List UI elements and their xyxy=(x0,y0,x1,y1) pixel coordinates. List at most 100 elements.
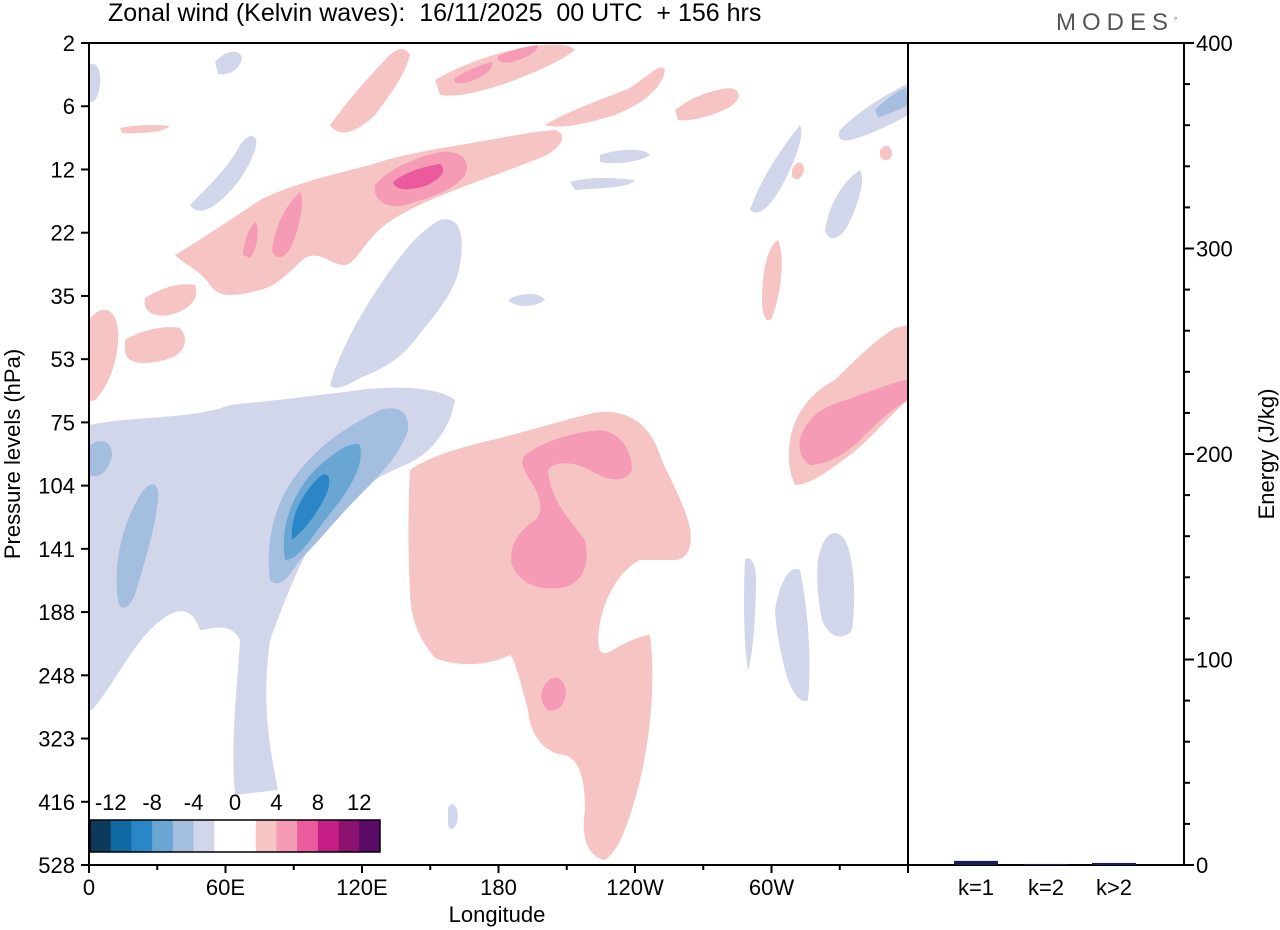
modes-logo: MODES° xyxy=(1056,8,1177,38)
colorbar-swatch xyxy=(90,820,112,852)
contour-positive-top-2-core-2 xyxy=(497,45,538,63)
colorbar-swatch xyxy=(359,820,381,852)
energy-bar xyxy=(1024,863,1068,865)
contour-negative-stalk-2 xyxy=(817,532,855,637)
colorbar-swatch xyxy=(297,820,319,852)
energy-tick-label: 400 xyxy=(1196,31,1233,56)
pressure-tick-label: 248 xyxy=(38,663,75,688)
pressure-tick-label: 2 xyxy=(63,31,75,56)
pressure-axis: 2 6 12 22 35 53 75 104 141 188 248 323 416 528 xyxy=(38,31,89,878)
colorbar-swatch xyxy=(276,820,298,852)
contour-negative-top-3 xyxy=(570,178,635,190)
colorbar-swatch xyxy=(193,820,215,852)
contour-negative-top-5 xyxy=(215,51,242,75)
pressure-tick-label: 53 xyxy=(51,347,75,372)
modes-logo-mark: ° xyxy=(1174,16,1178,25)
contour-negative-top-6 xyxy=(89,63,101,102)
longitude-tick-label: 120W xyxy=(606,875,664,900)
contour-positive-top-5 xyxy=(120,124,170,134)
energy-bars: k=1 k=2 k>2 xyxy=(954,860,1136,900)
contour-positive-top-2 xyxy=(435,44,575,96)
contour-positive-8-low xyxy=(541,677,566,711)
contour-negative-mid xyxy=(508,294,545,306)
contour-negative-stalk-1 xyxy=(775,569,810,701)
colorbar-swatch xyxy=(152,820,174,852)
colorbar-swatch xyxy=(131,820,153,852)
energy-tick-label: 300 xyxy=(1196,237,1233,262)
contour-negative-8-west xyxy=(116,484,159,608)
contour-positive-left-3 xyxy=(144,284,197,316)
contour-negative-main xyxy=(89,387,455,795)
contour-negative-top-2-core xyxy=(875,88,908,117)
energy-category-label: k=1 xyxy=(958,875,994,900)
colorbar-label: 8 xyxy=(312,790,324,815)
contour-negative-top-7 xyxy=(750,125,802,213)
pressure-tick-label: 141 xyxy=(38,537,75,562)
contour-positive-left-2 xyxy=(125,327,185,363)
colorbar-swatch xyxy=(110,820,132,852)
y-axis-label: Pressure levels (hPa) xyxy=(0,349,25,559)
contour-positive-8 xyxy=(511,430,632,589)
pressure-tick-label: 323 xyxy=(38,727,75,752)
pressure-tick-label: 35 xyxy=(51,284,75,309)
pressure-tick-label: 528 xyxy=(38,853,75,878)
contour-negative-top-8 xyxy=(825,170,863,239)
longitude-tick-label: 0 xyxy=(83,875,95,900)
contour-positive-main xyxy=(408,411,691,860)
contour-negative-8-far-west xyxy=(90,441,112,477)
contour-field xyxy=(89,44,908,860)
colorbar-swatch xyxy=(317,820,340,852)
contour-negative-16 xyxy=(291,474,330,540)
colorbar-swatch xyxy=(235,820,257,852)
contour-positive-upper-2-core xyxy=(393,164,444,190)
energy-tick-label: 200 xyxy=(1196,442,1233,467)
pressure-tick-label: 6 xyxy=(63,94,75,119)
contour-positive-top-2-core xyxy=(454,62,493,84)
colorbar-swatch xyxy=(255,820,277,852)
energy-axis-label: Energy (J/kg) xyxy=(1254,389,1279,520)
pressure-tick-label: 188 xyxy=(38,600,75,625)
pressure-tick-label: 104 xyxy=(38,474,75,499)
contour-positive-upper-1-core xyxy=(272,192,303,258)
energy-tick-label: 0 xyxy=(1196,853,1208,878)
x-axis-label: Longitude xyxy=(449,902,546,927)
contour-negative-upper xyxy=(330,219,462,388)
contour-positive-upper-1-core-2 xyxy=(243,222,258,258)
contour-negative-top xyxy=(190,135,257,211)
contour-negative-top-4 xyxy=(600,149,650,164)
longitude-tick-label: 60W xyxy=(749,875,794,900)
contour-positive-left xyxy=(89,309,119,402)
pressure-tick-label: 75 xyxy=(51,410,75,435)
colorbar-label: -12 xyxy=(95,790,127,815)
pressure-tick-label: 12 xyxy=(51,157,75,182)
chart-title: Zonal wind (Kelvin waves): 16/11/2025 00… xyxy=(108,0,762,27)
colorbar-swatch xyxy=(172,820,195,852)
longitude-tick-label: 120E xyxy=(336,875,387,900)
modes-logo-text: MODES xyxy=(1056,9,1175,36)
energy-bar xyxy=(954,860,998,865)
colorbar-frame xyxy=(89,819,381,853)
energy-tick-label: 100 xyxy=(1196,648,1233,673)
colorbar-label: -8 xyxy=(142,790,162,815)
colorbar: -12 -8 -4 0 4 8 12 xyxy=(89,790,381,853)
contour-positive-top-4 xyxy=(675,88,739,121)
colorbar-label: 12 xyxy=(347,790,371,815)
pressure-tick-label: 22 xyxy=(51,221,75,246)
contour-positive-stalk xyxy=(762,240,782,321)
contour-positive-upper-1 xyxy=(175,130,563,295)
longitude-axis: 0 60E 120E 180 120W 60W xyxy=(83,865,909,900)
energy-bar xyxy=(1092,862,1136,865)
contour-negative-stalk-3 xyxy=(744,558,756,670)
contour-negative-speck xyxy=(448,804,458,830)
longitude-tick-label: 180 xyxy=(480,875,517,900)
energy-category-label: k=2 xyxy=(1028,875,1064,900)
colorbar-swatch xyxy=(338,820,360,852)
colorbar-label: 4 xyxy=(270,790,282,815)
colorbar-swatch xyxy=(214,820,236,852)
contour-positive-top-1 xyxy=(330,48,410,133)
energy-frame xyxy=(907,42,1185,866)
pressure-tick-label: 416 xyxy=(38,790,75,815)
contour-positive-speck-1 xyxy=(880,145,892,161)
colorbar-label: 0 xyxy=(229,790,241,815)
